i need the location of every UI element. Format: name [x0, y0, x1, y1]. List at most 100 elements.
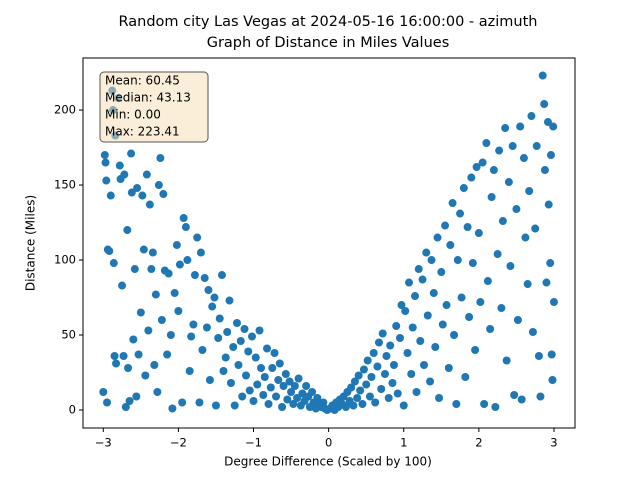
point [190, 271, 199, 280]
point [422, 248, 431, 257]
point [279, 382, 288, 391]
point [185, 367, 194, 376]
point [482, 139, 491, 148]
point [513, 316, 522, 325]
point [471, 346, 480, 355]
point [468, 259, 477, 268]
point [354, 371, 363, 380]
point [414, 265, 423, 274]
stat-line: Median: 43.13 [105, 91, 191, 105]
point [234, 361, 243, 370]
point [260, 373, 269, 382]
chart-subtitle: Graph of Distance in Miles Values [207, 35, 450, 51]
point [532, 142, 541, 151]
point [170, 289, 179, 298]
point [157, 316, 166, 325]
point [200, 274, 209, 283]
point [508, 142, 517, 151]
point [408, 323, 417, 332]
point [393, 389, 402, 398]
point [189, 320, 198, 329]
point [154, 181, 163, 190]
point [313, 394, 322, 403]
point [542, 278, 551, 287]
y-tick-label: 100 [54, 253, 76, 267]
point [248, 332, 257, 341]
point [263, 344, 272, 353]
point [253, 380, 262, 389]
point [456, 209, 465, 218]
point [523, 280, 532, 289]
point [450, 331, 459, 340]
point [229, 343, 238, 352]
point [467, 173, 476, 182]
point [358, 400, 367, 409]
point [349, 401, 358, 410]
point [395, 334, 404, 343]
x-tick-label: 2 [475, 436, 482, 450]
point [99, 388, 108, 397]
point [401, 307, 410, 316]
y-tick-label: 200 [54, 103, 76, 117]
point [238, 392, 247, 401]
point [130, 265, 139, 274]
point [382, 352, 391, 361]
x-tick-label: 0 [325, 436, 332, 450]
point [275, 359, 284, 368]
point [476, 298, 485, 307]
point [127, 188, 136, 197]
point [540, 100, 549, 109]
point [411, 292, 420, 301]
point [302, 382, 311, 391]
x-tick-label: −2 [170, 436, 187, 450]
point [179, 214, 188, 223]
point [259, 391, 268, 400]
point [245, 386, 254, 395]
point [399, 401, 408, 410]
point [138, 191, 147, 200]
point [378, 329, 387, 338]
point [163, 350, 172, 359]
point [431, 343, 440, 352]
point [527, 112, 536, 121]
point [472, 163, 481, 172]
point [528, 328, 537, 337]
point [270, 349, 279, 358]
point [347, 383, 356, 392]
stat-line: Mean: 60.45 [105, 74, 180, 88]
point [441, 221, 450, 230]
point [127, 149, 136, 158]
point [369, 349, 378, 358]
point [308, 388, 317, 397]
point [175, 260, 184, 269]
point [483, 277, 492, 286]
point [452, 400, 461, 409]
point [251, 353, 260, 362]
point [504, 178, 513, 187]
point [547, 350, 556, 359]
point [120, 170, 129, 179]
point [437, 268, 446, 277]
point [211, 401, 220, 410]
point [384, 394, 393, 403]
point [433, 233, 442, 242]
point [538, 71, 547, 80]
point [461, 373, 470, 382]
point [195, 398, 204, 407]
point [517, 395, 526, 404]
point [353, 394, 362, 403]
point [457, 293, 466, 302]
point [448, 199, 457, 208]
point [125, 397, 134, 406]
point [221, 353, 230, 362]
point [392, 322, 401, 331]
point [446, 241, 455, 250]
point [502, 356, 511, 365]
point [106, 191, 115, 200]
point [205, 376, 214, 385]
point [463, 223, 472, 232]
point [549, 298, 558, 307]
point [226, 379, 235, 388]
